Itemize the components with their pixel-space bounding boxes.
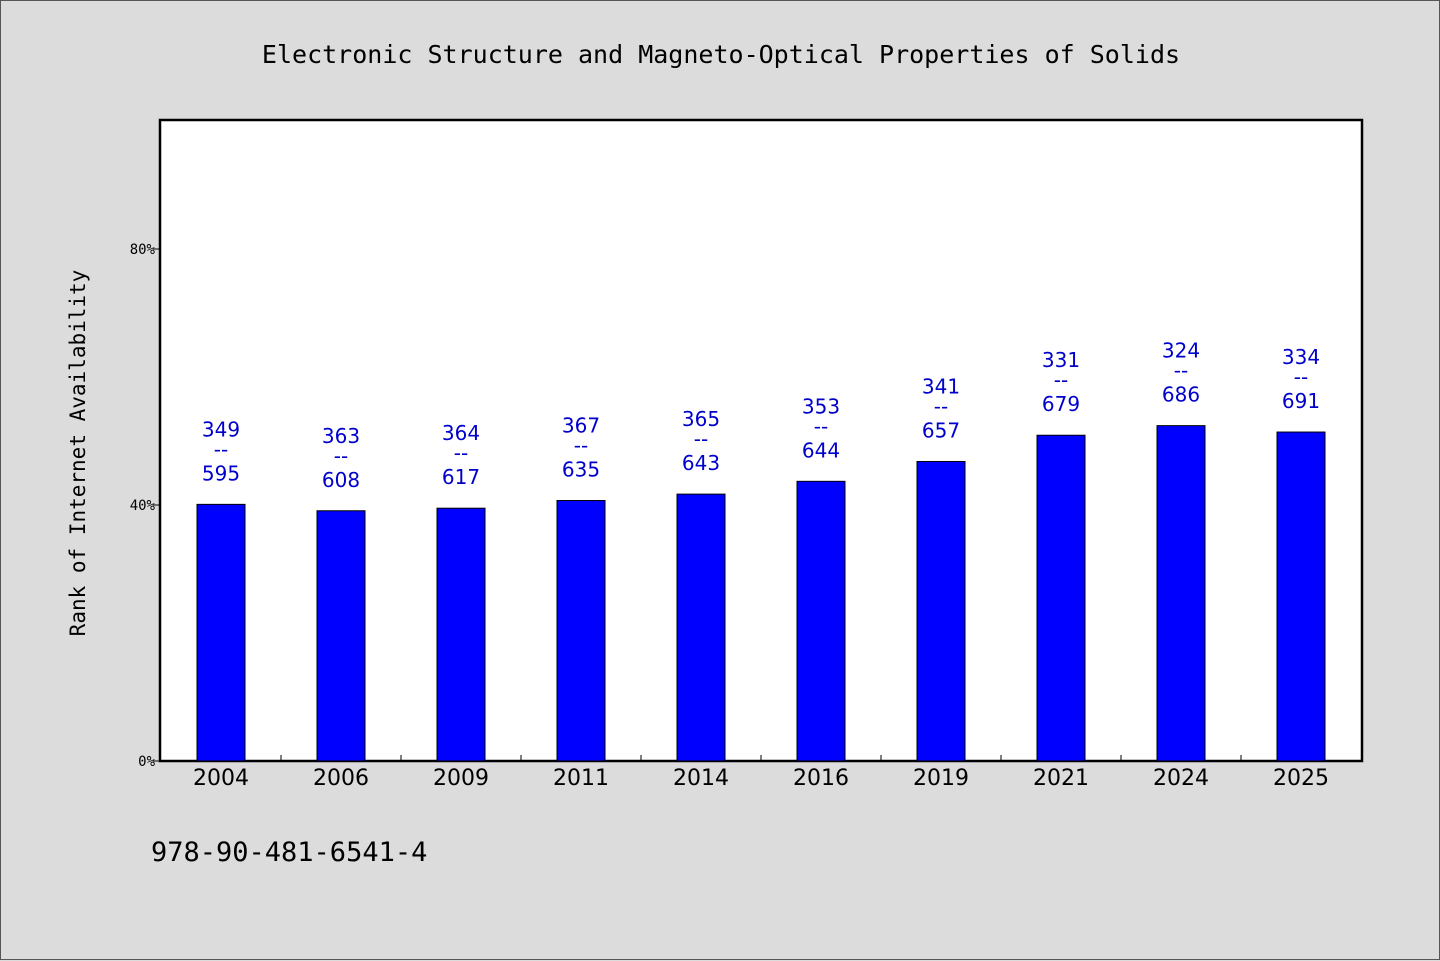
bar-label-separator: -- [214,437,228,461]
x-tick-label: 2011 [553,766,609,791]
bar-label-denominator: 608 [322,468,360,492]
bar-labels: 349--595363--608364--617367--635365--643… [202,339,1320,492]
bar-label-denominator: 657 [922,418,960,442]
y-tick-label: 80% [130,242,156,258]
bar-label-numerator: 331 [1042,348,1080,372]
x-tick-label: 2021 [1033,766,1089,791]
bar-label-separator: -- [814,414,828,438]
bars [196,425,1326,762]
bar-label-numerator: 365 [682,407,720,431]
y-axis-label: Rank of Internet Availability [66,270,90,637]
x-tick-label: 2014 [673,766,729,791]
bar-label-separator: -- [454,441,468,465]
isbn-text: 978-90-481-6541-4 [151,837,428,868]
bar-label-numerator: 363 [322,424,360,448]
bar-label-separator: -- [694,427,708,451]
bar-2009 [436,507,486,762]
bar-2021 [1036,434,1086,762]
bar-label-numerator: 341 [922,374,960,398]
bar-label-numerator: 353 [802,394,840,418]
x-tick-label: 2019 [913,766,969,791]
bar-label-separator: -- [334,444,348,468]
bar-2004 [196,503,246,762]
x-tick-label: 2006 [313,766,369,791]
bar-label-denominator: 686 [1162,383,1200,407]
bar-label-numerator: 367 [562,414,600,438]
bar-2024 [1156,425,1206,762]
bar-label-denominator: 691 [1282,389,1320,413]
x-tick-label: 2024 [1153,766,1209,791]
bar-2006 [316,510,366,762]
bar-label-denominator: 617 [442,465,480,489]
y-axis-ticks: 0% 40% 80% [130,242,161,770]
bar-label-separator: -- [1174,359,1188,383]
bar-label-separator: -- [574,434,588,458]
bar-2025 [1276,431,1326,762]
y-tick-label: 40% [130,498,156,514]
bar-label-numerator: 324 [1162,339,1200,363]
bar-2016 [796,480,846,762]
x-axis-ticks: 2004 2006 2009 2011 2014 2016 2019 2021 2024 2025 [193,755,1329,791]
bar-2014 [676,493,726,762]
bar-label-denominator: 679 [1042,392,1080,416]
bar-label-numerator: 349 [202,417,240,441]
chart-title: Electronic Structure and Magneto-Optical… [262,40,1180,69]
bar-label-denominator: 644 [802,438,840,462]
bar-2019 [916,460,966,762]
x-tick-label: 2009 [433,766,489,791]
x-tick-label: 2016 [793,766,849,791]
bar-label-separator: -- [1294,365,1308,389]
bar-label-separator: -- [934,394,948,418]
bar-label-denominator: 595 [202,461,240,485]
bar-label-separator: -- [1054,368,1068,392]
bar-label-denominator: 643 [682,451,720,475]
bar-2011 [556,500,606,762]
x-tick-label: 2004 [193,766,249,791]
bar-label-numerator: 334 [1282,345,1320,369]
x-tick-label: 2025 [1273,766,1329,791]
bar-label-numerator: 364 [442,421,480,445]
bar-label-denominator: 635 [562,458,600,482]
y-tick-label: 0% [138,754,155,770]
